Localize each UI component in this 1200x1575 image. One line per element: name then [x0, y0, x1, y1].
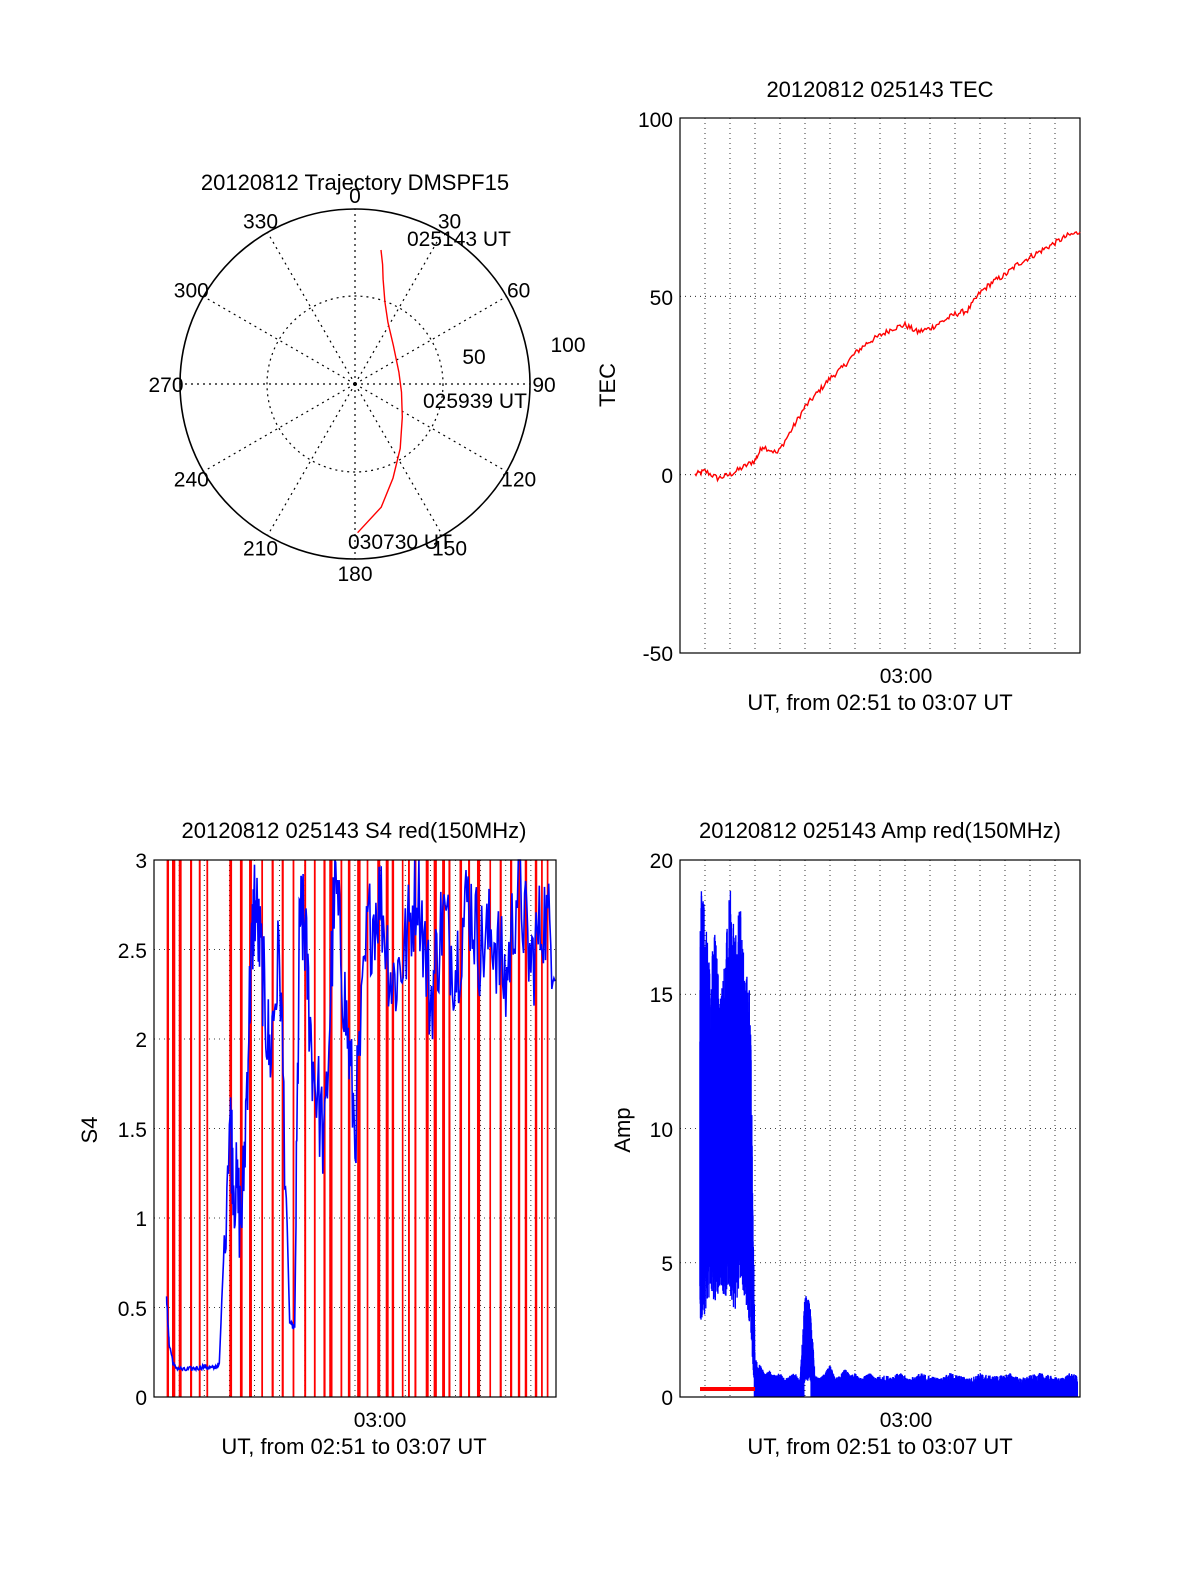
polar-inner-ring: [266, 295, 444, 473]
s4-ytick-1.5: 1.5: [118, 1119, 147, 1142]
polar-azimuth-label: 330: [243, 210, 278, 233]
track-label-start: 025143 UT: [407, 228, 511, 251]
polar-spoke: [354, 383, 444, 536]
amp-ylabel: Amp: [610, 1107, 635, 1152]
polar-title: 20120812 Trajectory DMSPF15: [201, 170, 509, 195]
polar-azimuth-label: 240: [174, 469, 209, 492]
polar-spoke: [203, 295, 356, 385]
tec-ytick-minus50: -50: [643, 643, 673, 666]
track-label-end: 030730 UT: [348, 531, 452, 554]
polar-azimuth-label: 90: [532, 374, 555, 397]
polar-spoke: [203, 383, 356, 473]
tec-grid: [680, 118, 1080, 653]
satellite-track-line: [357, 249, 404, 534]
tec-title: 20120812 025143 TEC: [766, 77, 993, 102]
tec-xtick: 03:00: [880, 665, 933, 688]
polar-spoke: [354, 295, 507, 385]
polar-azimuth-labels: 0 30 60 90 120 150 180 210 240 270 300 330: [148, 185, 555, 586]
trajectory-polar-plot: 20120812 Trajectory DMSPF15 0 30 60 90 120 15…: [148, 170, 585, 586]
polar-azimuth-label: 150: [432, 538, 467, 561]
s4-ytick-0: 0: [135, 1387, 147, 1410]
polar-spoke: [354, 232, 444, 385]
amp-ytick-20: 20: [650, 850, 673, 873]
amp-xlabel: UT, from 02:51 to 03:07 UT: [747, 1434, 1012, 1459]
amp-ytick-15: 15: [650, 984, 673, 1007]
amp-title: 20120812 025143 Amp red(150MHz): [699, 818, 1061, 843]
s4-ytick-1: 1: [135, 1208, 147, 1231]
amp-frame: [679, 859, 1081, 1398]
polar-azimuth-label: 0: [349, 185, 361, 208]
polar-azimuth-label: 60: [507, 280, 530, 303]
polar-spokes: [180, 209, 530, 559]
tec-ylabel: TEC: [595, 363, 620, 407]
tec-ytick-0: 0: [661, 465, 673, 488]
tec-ytick-100: 100: [638, 109, 673, 132]
s4-ytick-0.5: 0.5: [118, 1298, 147, 1321]
s4-frame: [153, 859, 557, 1398]
s4-title: 20120812 025143 S4 red(150MHz): [182, 818, 527, 843]
amp-blue-series: [699, 891, 1079, 1397]
s4-xtick: 03:00: [354, 1409, 407, 1432]
amp-grid: [680, 860, 1080, 1397]
s4-ytick-3: 3: [135, 850, 147, 873]
polar-azimuth-label: 270: [148, 374, 183, 397]
polar-radial-label-100: 100: [550, 334, 585, 357]
s4-blue-series-line: [165, 859, 556, 1373]
amp-plot: 20120812 025143 Amp red(150MHz) 20 15 10…: [610, 818, 1081, 1459]
polar-azimuth-label: 180: [337, 563, 372, 586]
tec-plot: 20120812 025143 TEC 100 50 0 -50 TEC 03:…: [595, 77, 1081, 715]
s4-xlabel: UT, from 02:51 to 03:07 UT: [221, 1434, 486, 1459]
polar-spoke: [354, 383, 507, 473]
s4-ylabel: S4: [77, 1117, 102, 1144]
s4-ytick-2.5: 2.5: [118, 940, 147, 963]
polar-spoke: [266, 383, 356, 536]
s4-ytick-2: 2: [135, 1029, 147, 1052]
tec-series-line: [694, 231, 1081, 483]
polar-spoke: [266, 232, 356, 385]
polar-azimuth-label: 300: [174, 280, 209, 303]
polar-azimuth-label: 120: [501, 469, 536, 492]
amp-ytick-10: 10: [650, 1119, 673, 1142]
amp-ytick-5: 5: [661, 1253, 673, 1276]
track-label-mid: 025939 UT: [423, 390, 527, 413]
tec-xlabel: UT, from 02:51 to 03:07 UT: [747, 690, 1012, 715]
polar-azimuth-label: 30: [438, 210, 461, 233]
s4-plot: 20120812 025143 S4 red(150MHz) 3 2.5 2 1…: [77, 818, 557, 1459]
polar-azimuth-label: 210: [243, 538, 278, 561]
polar-radial-label-50: 50: [462, 346, 485, 369]
amp-xtick: 03:00: [880, 1409, 933, 1432]
amp-ytick-0: 0: [661, 1387, 673, 1410]
tec-ytick-50: 50: [650, 287, 673, 310]
